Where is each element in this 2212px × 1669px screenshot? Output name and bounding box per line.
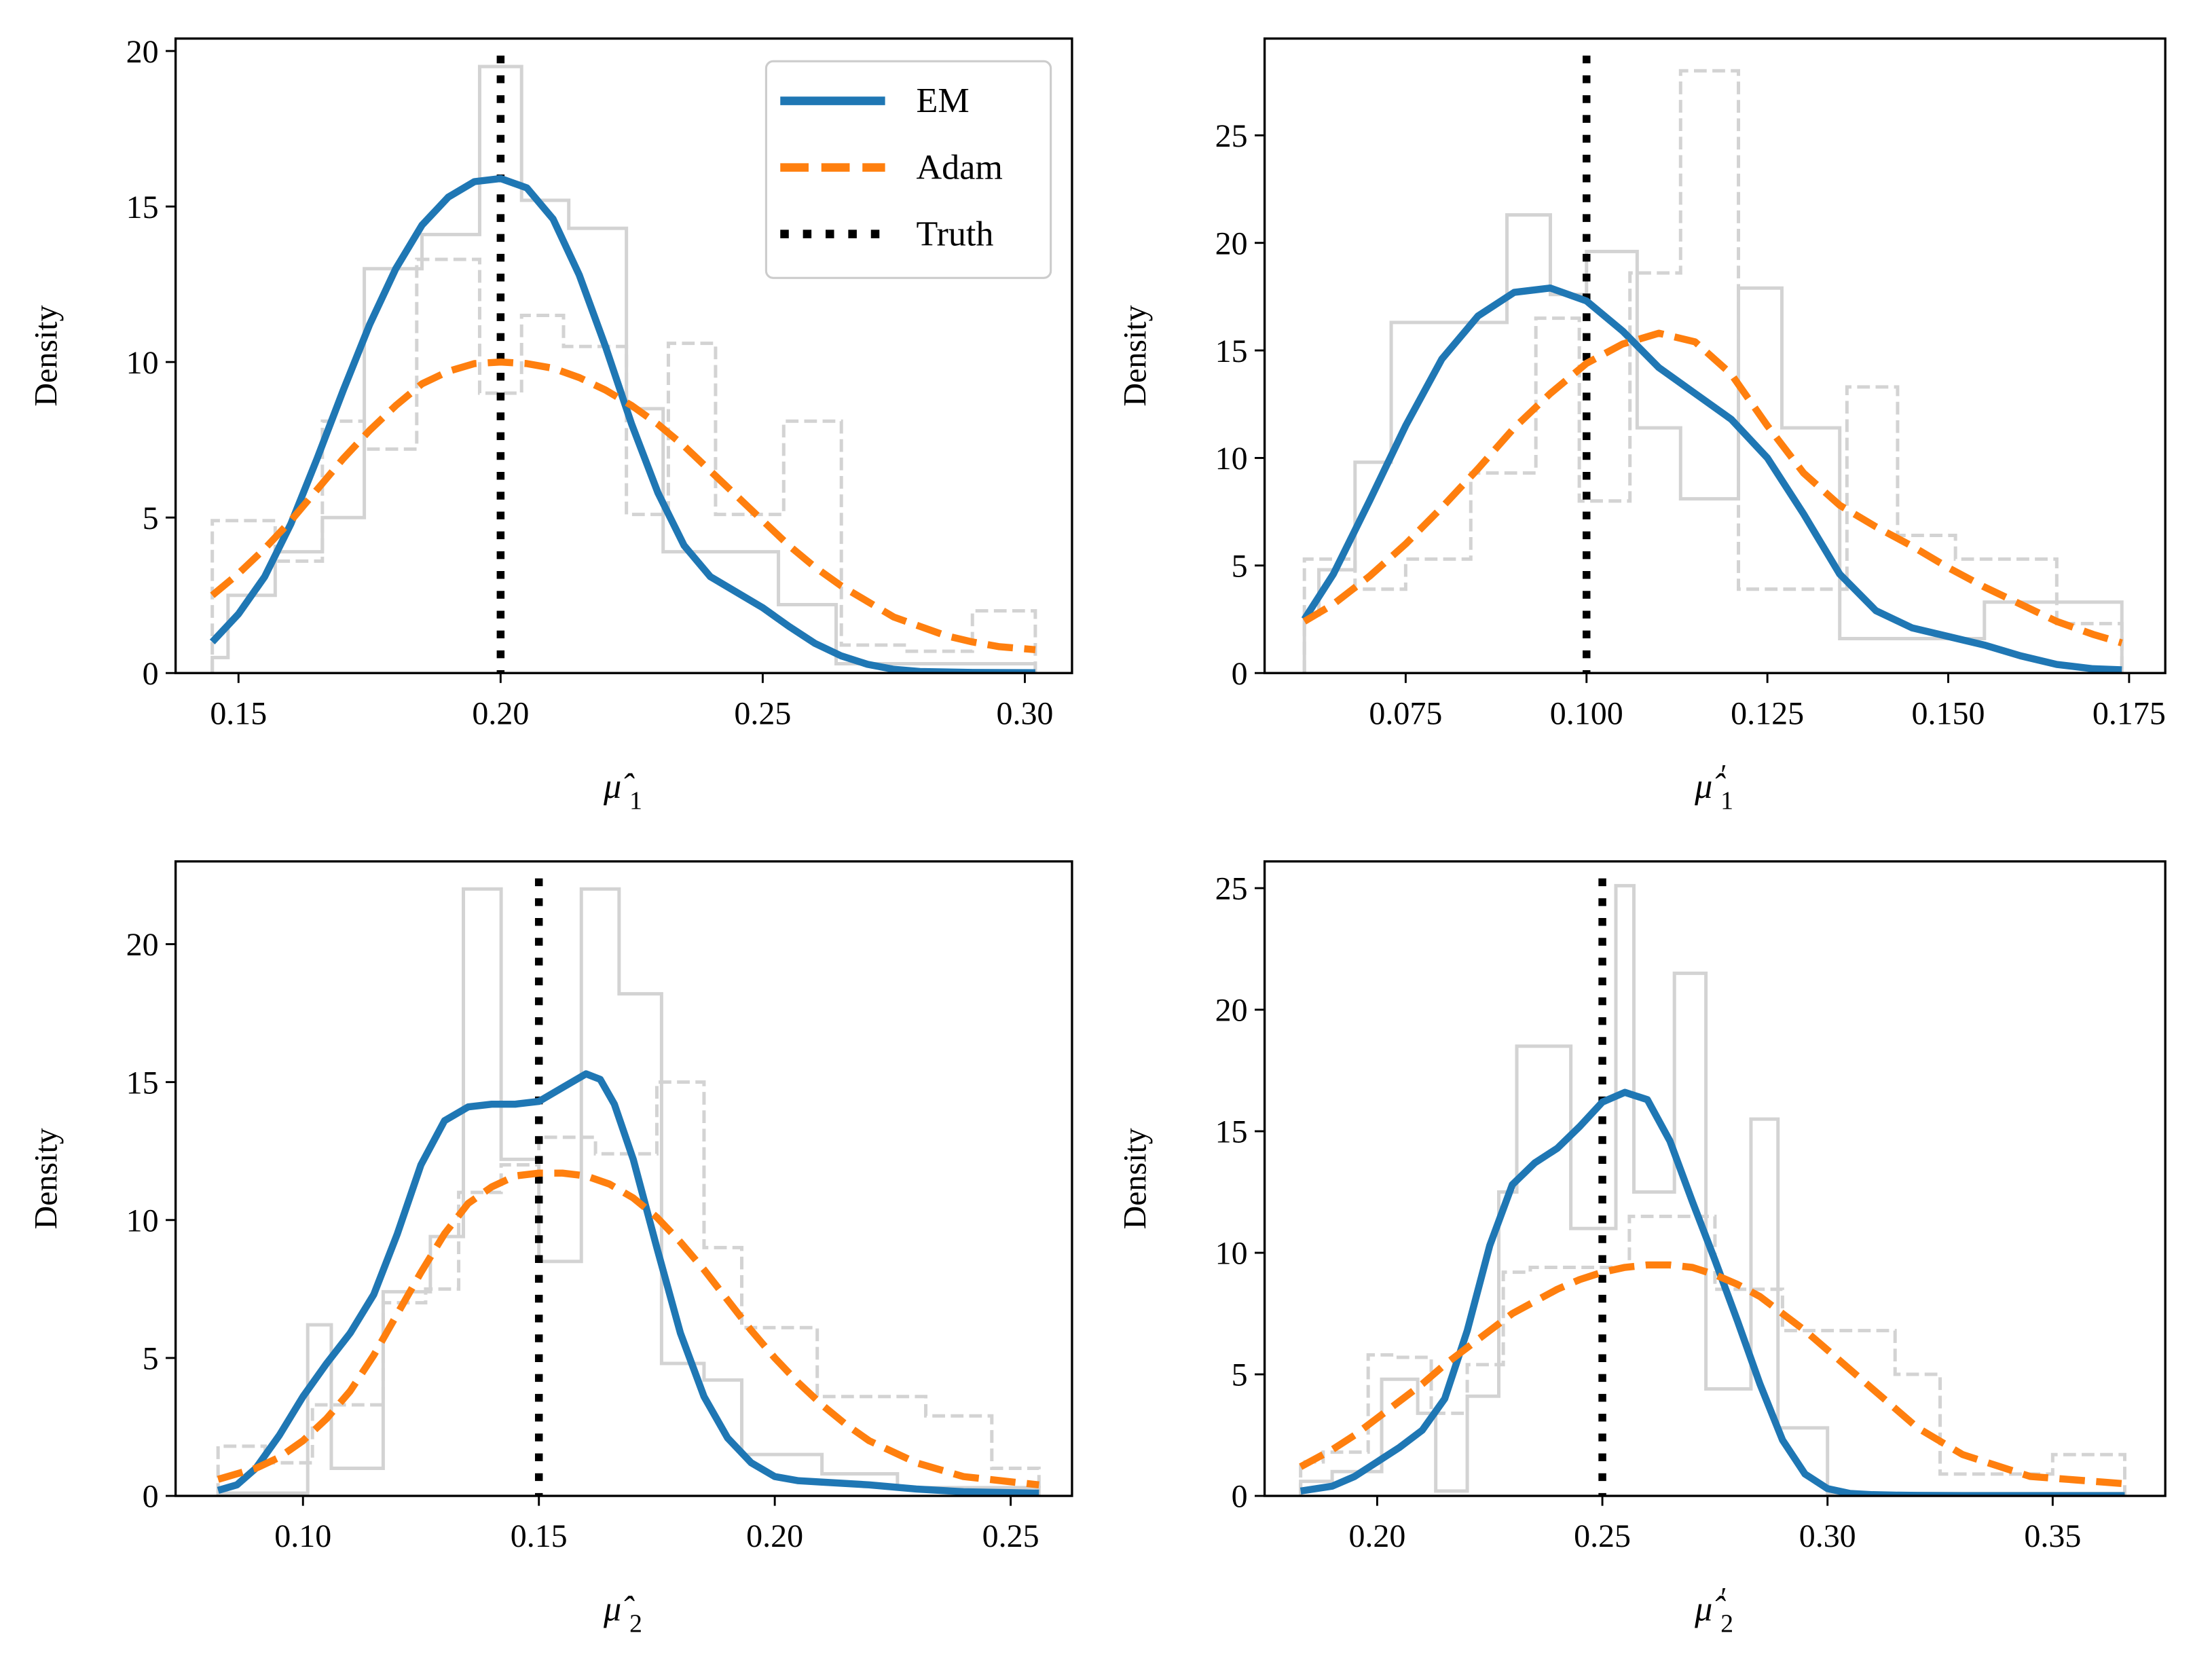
panel-mu1-prime: 0.075 0.100 0.125 0.150 0.175 0 5 10 15 20 25 Densi… [1117,37,2167,815]
plot-area [1299,878,2126,1497]
y-axis-label: Density [1117,1128,1153,1229]
y-tick-label: 20 [1215,225,1248,261]
y-tick-label: 0 [143,1479,159,1515]
y-tick-label: 10 [126,345,159,381]
legend-label-em: EM [917,81,970,120]
adam-histogram [1302,69,2124,674]
y-tick-label: 15 [126,189,159,225]
adam-curve [217,1169,1039,1488]
x-axis-label-subscript: 1 [629,787,642,815]
x-tick-label: 0.15 [210,695,267,731]
y-tick-label: 5 [1232,1357,1248,1393]
y-tick-label: 20 [1215,993,1248,1029]
y-tick-label: 5 [1232,549,1248,585]
x-tick-label: 0.25 [982,1518,1039,1554]
y-axis-label: Density [1117,305,1153,406]
plot-area [1301,55,2124,674]
x-tick-label: 0.10 [274,1518,331,1554]
y-tick-label: 15 [1215,333,1248,369]
adam-curve [1299,1261,2125,1488]
x-tick-label: 0.125 [1731,695,1804,731]
x-axis-label-subscript: 2 [1720,1610,1733,1638]
em-curve [217,1070,1039,1497]
y-tick-label: 20 [126,34,159,70]
y-tick-label: 0 [1232,1479,1248,1515]
axes-frame [1263,860,2167,1497]
legend-label-adam: Adam [917,148,1003,187]
x-tick-label: 0.20 [746,1518,803,1554]
x-tick-label: 0.25 [1574,1518,1631,1554]
adam-histogram [216,1080,1041,1497]
x-tick-label: 0.20 [472,695,529,731]
x-tick-label: 0.30 [996,695,1053,731]
y-tick-label: 5 [143,500,159,536]
y-tick-label: 15 [126,1065,159,1101]
x-axis-label-subscript: 1 [1720,787,1733,815]
y-tick-label: 15 [1215,1114,1248,1150]
x-axis-label-prime: ′ [1720,759,1727,790]
em-curve [209,175,1035,674]
adam-histogram [210,257,1037,674]
y-tick-label: 10 [126,1203,159,1239]
y-tick-label: 10 [1215,1236,1248,1272]
y-axis-label: Density [28,1128,64,1229]
plot-area [216,878,1041,1497]
y-tick-label: 25 [1215,871,1248,907]
y-tick-label: 25 [1215,118,1248,154]
y-axis-label: Density [28,305,64,406]
legend-frame [764,60,1052,279]
y-tick-label: 5 [143,1341,159,1377]
x-tick-label: 0.075 [1369,695,1442,731]
y-tick-label: 20 [126,927,159,963]
x-tick-label: 0.30 [1799,1518,1856,1554]
legend-label-truth: Truth [917,215,994,253]
y-tick-label: 10 [1215,441,1248,477]
em-curve [1299,1088,2125,1497]
em-histogram [1302,213,2124,674]
x-tick-label: 0.20 [1348,1518,1405,1554]
plot-area [209,55,1037,674]
em-histogram [210,65,1037,674]
x-axis-label-subscript: 2 [629,1610,642,1638]
adam-histogram [1299,1214,2126,1497]
em-curve [1301,285,2122,674]
x-tick-label: 0.15 [511,1518,568,1554]
em-histogram [216,887,1041,1497]
adam-curve [1302,329,2123,646]
x-axis-label-prime: ′ [1720,1582,1727,1613]
x-tick-label: 0.35 [2024,1518,2081,1554]
adam-curve [210,358,1036,654]
axes-frame [174,37,1073,674]
em-histogram [1299,883,2126,1497]
x-tick-label: 0.100 [1550,695,1623,731]
x-tick-label: 0.150 [1912,695,1985,731]
x-tick-label: 0.25 [734,695,791,731]
axes-frame [1263,37,2167,674]
x-tick-label: 0.175 [2093,695,2166,731]
y-tick-label: 0 [1232,656,1248,692]
y-tick-label: 0 [143,656,159,692]
axes-frame [174,860,1073,1497]
legend: EM Adam Truth [764,60,1052,279]
